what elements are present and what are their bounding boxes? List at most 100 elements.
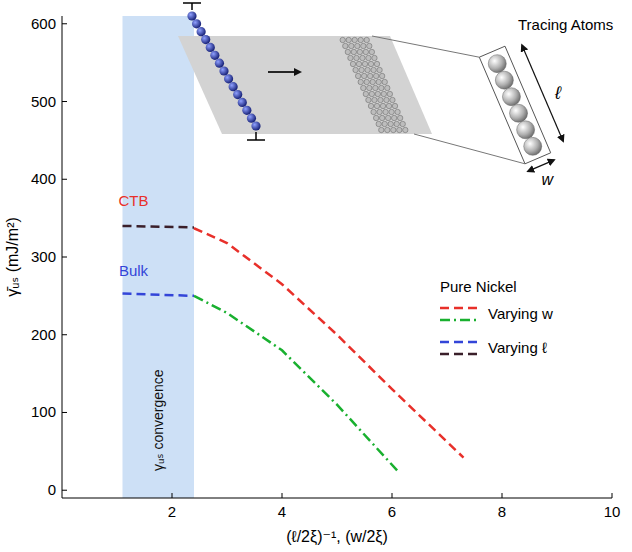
atom <box>373 115 378 120</box>
y-tick <box>62 412 67 413</box>
dislocation-bead <box>197 27 206 36</box>
atom <box>367 43 372 48</box>
atom <box>384 97 389 102</box>
atom <box>379 73 384 78</box>
atom <box>353 67 358 72</box>
atom <box>376 79 381 84</box>
atom <box>382 79 387 84</box>
atom <box>379 115 384 120</box>
x-tick <box>282 493 283 498</box>
atom <box>387 91 392 96</box>
atom <box>343 43 348 48</box>
atom <box>370 79 375 84</box>
atom <box>374 61 379 66</box>
legend-label: Varying w <box>488 305 553 322</box>
y-tick-label: 500 <box>31 93 56 110</box>
x-tick <box>502 493 503 498</box>
atom <box>358 79 363 84</box>
atom <box>371 67 376 72</box>
atom <box>366 55 371 60</box>
width-arrow <box>528 160 554 171</box>
legend-swatch <box>440 341 478 344</box>
dislocation-bead <box>206 43 215 52</box>
y-tick <box>62 334 67 335</box>
x-tick <box>172 493 173 498</box>
zoom-line <box>414 134 525 164</box>
dislocation-bead <box>192 19 201 28</box>
dislocation-bead <box>224 74 233 83</box>
atom <box>397 127 402 132</box>
series-line <box>194 296 398 471</box>
atom <box>383 109 388 114</box>
dislocation-bead <box>187 11 196 20</box>
atom <box>395 109 400 114</box>
atom <box>389 109 394 114</box>
atom <box>349 43 354 48</box>
atom <box>354 55 359 60</box>
tracing-atom <box>524 137 542 155</box>
atom <box>372 55 377 60</box>
atom <box>397 115 402 120</box>
atom <box>363 91 368 96</box>
legend-swatch <box>440 307 478 310</box>
atom <box>376 121 381 126</box>
length-arrow <box>522 45 563 141</box>
atom <box>381 91 386 96</box>
atom <box>359 67 364 72</box>
atom <box>385 85 390 90</box>
y-tick <box>62 23 67 24</box>
annotation: CTB <box>119 192 149 209</box>
atom <box>362 61 367 66</box>
atom <box>355 73 360 78</box>
atom <box>345 49 350 54</box>
length-label: ℓ <box>554 83 562 103</box>
atom <box>340 37 345 42</box>
series-line <box>194 228 464 457</box>
dislocation-bead <box>247 114 256 123</box>
tracing-atom <box>488 55 506 73</box>
x-axis-title: (ℓ/2ξ)⁻¹, (w/2ξ) <box>286 528 388 546</box>
legend-label: Varying ℓ <box>488 339 547 356</box>
atom <box>391 115 396 120</box>
atom <box>364 79 369 84</box>
atom <box>367 73 372 78</box>
x-tick-label: 6 <box>388 503 396 520</box>
band-label: γᵤₛ convergence <box>150 369 166 471</box>
dislocation-bead <box>210 51 219 60</box>
atom <box>386 103 391 108</box>
atom <box>364 37 369 42</box>
atom <box>390 97 395 102</box>
y-tick-label: 0 <box>48 481 56 498</box>
atom <box>348 55 353 60</box>
atom <box>361 43 366 48</box>
tracing-atom <box>495 71 513 89</box>
inset-label: Tracing Atoms <box>518 16 613 33</box>
legend-swatch <box>440 319 478 322</box>
atom <box>373 85 378 90</box>
y-axis-title: γ̄ᵤₛ (mJ/m²) <box>4 217 21 297</box>
atom <box>382 121 387 126</box>
atom <box>356 61 361 66</box>
atom <box>392 103 397 108</box>
series-line <box>123 226 195 228</box>
y-tick <box>62 257 67 258</box>
dislocation-bead <box>242 106 251 115</box>
legend-swatch <box>440 353 478 356</box>
dislocation-bead <box>215 59 224 68</box>
atom <box>375 91 380 96</box>
atom <box>379 127 384 132</box>
y-tick-label: 300 <box>31 248 56 265</box>
x-tick <box>612 493 613 498</box>
x-tick-label: 4 <box>278 503 286 520</box>
atom <box>388 121 393 126</box>
zoom-box <box>479 46 550 164</box>
atom <box>368 61 373 66</box>
y-tick-label: 200 <box>31 326 56 343</box>
y-tick-label: 100 <box>31 403 56 420</box>
dislocation-bead <box>219 66 228 75</box>
dislocation-bead <box>251 121 260 130</box>
atom <box>369 49 374 54</box>
chart: 0100200300400500600246810(ℓ/2ξ)⁻¹, (w/2ξ… <box>0 0 632 552</box>
atom <box>391 127 396 132</box>
series-line <box>123 294 195 296</box>
